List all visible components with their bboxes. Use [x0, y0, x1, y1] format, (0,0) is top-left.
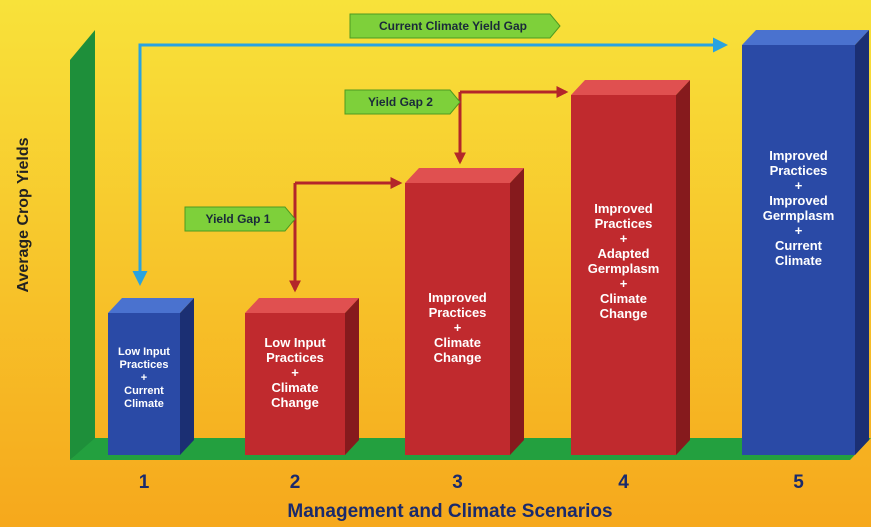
bar-top	[742, 30, 869, 45]
bar	[571, 95, 676, 455]
category-label: 5	[793, 472, 804, 493]
bar-label: Change	[434, 350, 482, 365]
bar-top	[405, 168, 524, 183]
category-label: 2	[290, 472, 301, 493]
x-axis-title: Management and Climate Scenarios	[287, 501, 612, 522]
bar-side	[345, 298, 359, 455]
bar-label: Adapted	[598, 246, 650, 261]
bar-top	[108, 298, 194, 313]
bar-label: +	[291, 365, 299, 380]
gap-tag	[184, 206, 296, 232]
bar-label: Current	[124, 385, 164, 397]
bar-label: Climate	[272, 380, 319, 395]
bar-side	[855, 30, 869, 455]
bar-label: Current	[775, 238, 823, 253]
bar-label: Climate	[434, 335, 481, 350]
gap-tag	[344, 89, 461, 115]
bar-label: +	[141, 372, 147, 384]
bar-label: Germplasm	[763, 208, 835, 223]
bar-label: Practices	[770, 163, 828, 178]
bar-label: +	[620, 276, 628, 291]
bar-side	[510, 168, 524, 455]
bar-label: Change	[600, 306, 648, 321]
bar-label: Change	[271, 395, 319, 410]
bar-side	[180, 298, 194, 455]
bar-label: +	[795, 178, 803, 193]
wall	[70, 30, 95, 460]
bar-label: +	[795, 223, 803, 238]
bar	[108, 313, 180, 455]
bar-label: Low Input	[264, 335, 326, 350]
bar-label: Practices	[595, 216, 653, 231]
category-label: 3	[452, 472, 463, 493]
bar-label: Improved	[594, 201, 653, 216]
bar	[245, 313, 345, 455]
bar-label: Climate	[124, 398, 164, 410]
gap-label: Yield Gap 1	[206, 212, 271, 226]
y-axis-title: Average Crop Yields	[15, 137, 32, 292]
bar-label: Practices	[266, 350, 324, 365]
bar-label: +	[454, 320, 462, 335]
gap-tag	[349, 13, 561, 39]
bar-top	[245, 298, 359, 313]
bar-label: Practices	[120, 359, 169, 371]
bar-top	[571, 80, 690, 95]
bar-side	[676, 80, 690, 455]
bar-label: Practices	[429, 305, 487, 320]
bar	[405, 183, 510, 455]
bar-label: Improved	[428, 290, 487, 305]
category-label: 4	[618, 472, 629, 493]
bar-label: Low Input	[118, 346, 170, 358]
bar	[742, 45, 855, 455]
bar-label: Germplasm	[588, 261, 660, 276]
bar-label: Climate	[600, 291, 647, 306]
category-label: 1	[139, 472, 150, 493]
gap-label: Yield Gap 2	[368, 95, 433, 109]
bar-label: +	[620, 231, 628, 246]
gap-label: Current Climate Yield Gap	[379, 19, 527, 33]
bar-label: Improved	[769, 193, 828, 208]
bar-label: Climate	[775, 253, 822, 268]
bar-label: Improved	[769, 148, 828, 163]
